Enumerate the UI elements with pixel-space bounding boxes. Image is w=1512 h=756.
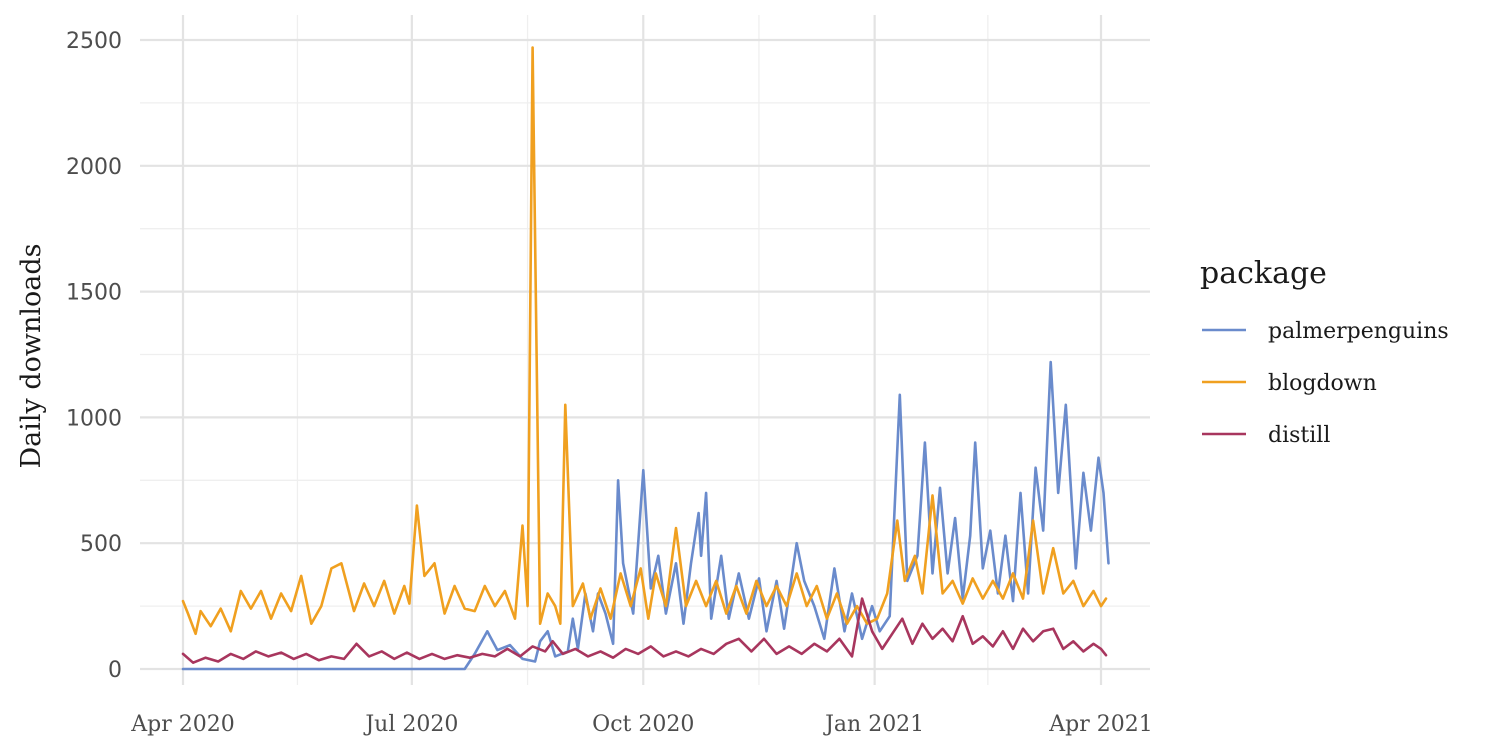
minor-gridlines — [140, 15, 1150, 685]
legend-label-blogdown: blogdown — [1268, 371, 1377, 396]
x-tick-label: Apr 2021 — [1048, 712, 1152, 737]
y-axis-label: Daily downloads — [16, 243, 47, 468]
legend-items: palmerpenguins blogdown distill — [1202, 319, 1449, 448]
y-tick-label: 0 — [108, 658, 122, 683]
legend: package palmerpenguins blogdown distill — [1200, 256, 1449, 448]
y-tick-label: 2000 — [66, 155, 122, 180]
x-tick-label: Jul 2020 — [363, 712, 458, 737]
x-axis-ticks: Apr 2020 Jul 2020 Oct 2020 Jan 2021 Apr 2021 — [130, 712, 1152, 737]
x-tick-label: Oct 2020 — [592, 712, 694, 737]
series-line-blogdown — [181, 46, 1108, 636]
legend-title: package — [1200, 256, 1327, 291]
y-tick-label: 2500 — [66, 29, 122, 54]
series-line-palmerpenguins — [181, 360, 1110, 671]
x-tick-label: Apr 2020 — [130, 712, 234, 737]
y-tick-label: 1500 — [66, 281, 122, 306]
series-lines — [181, 46, 1110, 671]
legend-label-distill: distill — [1268, 423, 1330, 448]
legend-label-palmerpenguins: palmerpenguins — [1268, 319, 1449, 344]
y-tick-label: 500 — [80, 532, 122, 557]
y-tick-label: 1000 — [66, 406, 122, 431]
major-gridlines — [140, 15, 1150, 685]
x-tick-label: Jan 2021 — [823, 712, 924, 737]
y-axis-ticks: 0 500 1000 1500 2000 2500 — [66, 29, 122, 683]
series-line-distill — [181, 597, 1108, 665]
